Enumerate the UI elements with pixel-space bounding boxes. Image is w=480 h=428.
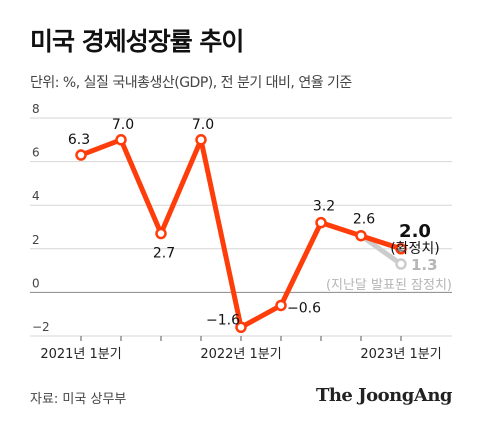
data-point [195, 134, 207, 146]
chart-subtitle: 단위: %, 실질 국내총생산(GDP), 전 분기 대비, 연율 기준 [30, 75, 352, 91]
x-tick-label: 2022년 1분기 [200, 347, 281, 362]
y-tick-label: 6 [32, 146, 40, 160]
page-title: 미국 경제성장률 추이 [30, 27, 244, 56]
x-tick-label: 2021년 1분기 [40, 347, 121, 362]
data-labels: 6.3 7.0 2.7 7.0 −1.6 −0.6 3.2 2.6 2.0(확정치) [68, 117, 440, 328]
growth-rate-line [78, 137, 404, 330]
data-label: 3.2 [313, 199, 335, 215]
data-point [395, 243, 407, 255]
data-label: 7.0 [112, 117, 134, 133]
final-value-note: (확정치) [390, 241, 440, 257]
preliminary-estimate: 1.3 (지난달 발표된 잠정치) [326, 233, 452, 293]
data-point [115, 134, 127, 146]
y-tick-label: 4 [32, 189, 40, 203]
final-value-label: 2.0 [399, 221, 431, 242]
x-axis-labels: 2021년 1분기 2022년 1분기 2023년 1분기 [40, 336, 442, 362]
preliminary-note: (지난달 발표된 잠정치) [326, 278, 452, 293]
data-point [355, 229, 367, 242]
data-point [75, 149, 87, 161]
series-line [78, 137, 404, 330]
data-label: 6.3 [68, 132, 90, 148]
data-point [235, 321, 247, 334]
publisher-logo: The JoongAng [315, 385, 453, 406]
y-axis-labels: −2 0 2 4 6 8 [32, 102, 50, 334]
data-label: 2.7 [153, 246, 175, 262]
data-point [155, 227, 167, 240]
data-point [315, 216, 327, 229]
y-tick-label: 2 [32, 233, 40, 247]
y-tick-label: 8 [32, 102, 40, 116]
data-point [275, 299, 287, 312]
data-label: 7.0 [192, 117, 214, 133]
preliminary-value-label: 1.3 [411, 256, 438, 274]
series-points [75, 134, 407, 334]
preliminary-point [395, 258, 407, 270]
data-label: −0.6 [287, 300, 321, 316]
source-note: 자료: 미국 상무부 [30, 392, 127, 407]
data-label: −1.6 [206, 312, 240, 328]
data-label: 2.6 [353, 212, 375, 228]
x-tick-label: 2023년 1분기 [360, 347, 441, 362]
y-tick-label: 0 [32, 276, 40, 290]
y-tick-label: −2 [32, 320, 50, 334]
